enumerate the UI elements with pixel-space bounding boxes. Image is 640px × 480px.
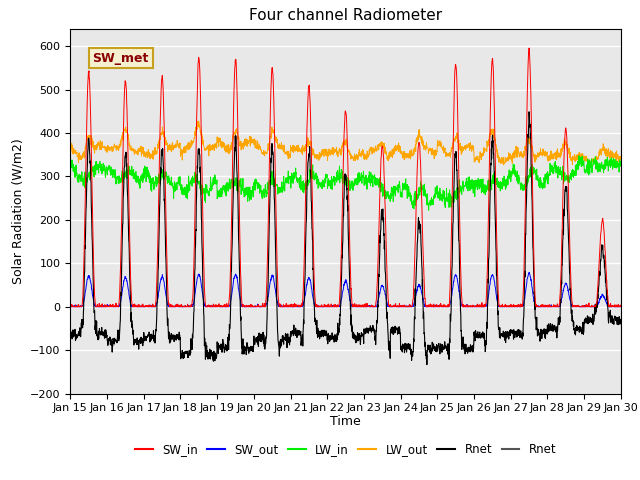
Line: SW_out: SW_out <box>70 272 621 307</box>
SW_in <box>617 303 625 309</box>
Rnet <box>67 327 74 333</box>
Text: SW_met: SW_met <box>92 52 148 65</box>
Rnet <box>220 343 228 348</box>
Line: SW_in: SW_in <box>70 48 621 307</box>
Line: Rnet: Rnet <box>70 112 621 365</box>
LW_out <box>220 143 228 149</box>
SW_out <box>525 269 533 275</box>
Rnet <box>362 326 369 332</box>
LW_in <box>568 173 576 179</box>
SW_in <box>220 302 228 308</box>
Line: LW_in: LW_in <box>70 156 621 210</box>
SW_out <box>220 303 228 309</box>
LW_out <box>585 164 593 170</box>
Rnet <box>423 362 431 368</box>
LW_in <box>506 176 513 181</box>
X-axis label: Time: Time <box>330 415 361 428</box>
SW_out <box>617 304 625 310</box>
LW_in <box>575 153 583 159</box>
Rnet <box>525 109 533 115</box>
SW_out <box>373 301 381 307</box>
LW_in <box>67 161 74 167</box>
LW_out <box>617 156 625 162</box>
SW_in <box>374 274 381 280</box>
Rnet <box>584 321 591 326</box>
SW_out <box>362 304 369 310</box>
LW_out <box>584 156 591 162</box>
Line: LW_out: LW_out <box>70 121 621 167</box>
Rnet <box>617 321 625 327</box>
SW_in <box>67 304 74 310</box>
Y-axis label: Solar Radiation (W/m2): Solar Radiation (W/m2) <box>12 138 24 284</box>
LW_in <box>362 180 369 186</box>
SW_out <box>67 304 74 310</box>
SW_out <box>506 304 513 310</box>
LW_out <box>506 155 513 161</box>
SW_in <box>506 303 513 309</box>
Rnet <box>506 333 513 338</box>
LW_out <box>362 152 369 158</box>
Legend: SW_in, SW_out, LW_in, LW_out, Rnet, Rnet: SW_in, SW_out, LW_in, LW_out, Rnet, Rnet <box>130 438 561 461</box>
SW_out <box>568 302 576 308</box>
LW_in <box>617 159 625 165</box>
SW_in <box>568 301 576 307</box>
LW_out <box>374 143 381 148</box>
LW_in <box>425 207 433 213</box>
SW_out <box>584 304 591 310</box>
Rnet <box>568 312 576 318</box>
SW_in <box>525 45 533 51</box>
SW_in <box>362 302 369 308</box>
SW_in <box>67 303 74 309</box>
Rnet <box>373 320 381 326</box>
LW_out <box>195 118 203 124</box>
LW_in <box>373 182 381 188</box>
LW_out <box>67 142 74 148</box>
SW_in <box>584 303 591 309</box>
Title: Four channel Radiometer: Four channel Radiometer <box>249 9 442 24</box>
LW_out <box>568 155 576 160</box>
LW_in <box>220 186 228 192</box>
LW_in <box>584 156 591 162</box>
